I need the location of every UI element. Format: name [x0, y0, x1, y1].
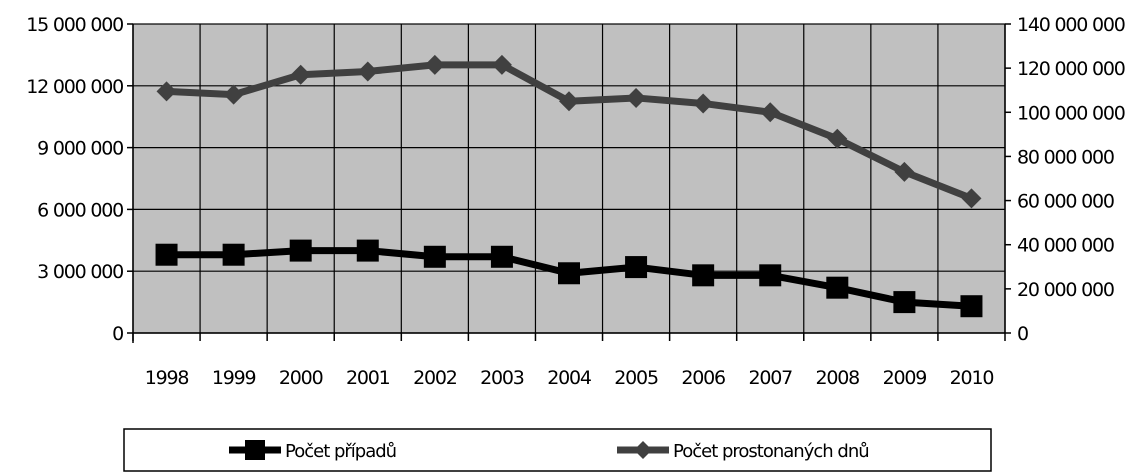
data-point-diamond	[424, 54, 445, 75]
y-axis-right-tick-label: 20 000 000	[1017, 279, 1114, 301]
x-axis-tick-label: 2007	[748, 367, 792, 389]
x-axis-tick-label: 1999	[212, 367, 256, 389]
data-point-diamond	[626, 87, 647, 108]
data-point-diamond	[156, 81, 177, 102]
data-point-diamond	[693, 93, 714, 114]
data-point-diamond	[559, 91, 579, 112]
x-axis-tick-label: 2000	[279, 367, 323, 389]
data-point-square	[759, 264, 782, 287]
x-axis-tick-label: 2003	[480, 367, 524, 389]
y-axis-left-tick-label: 3 000 000	[37, 261, 123, 283]
x-axis-tick-label: 2002	[413, 367, 457, 389]
data-point-diamond	[357, 61, 378, 82]
plot-area	[132, 23, 1006, 334]
data-point-square	[960, 295, 983, 318]
y-axis-right-tick-label: 60 000 000	[1017, 191, 1114, 213]
legend-label: Počet prostonaných dnů	[673, 441, 869, 462]
y-axis-left-tick-label: 9 000 000	[37, 138, 123, 160]
y-axis-left-tick-label: 0	[112, 323, 123, 345]
legend-swatch-square	[245, 440, 265, 460]
data-point-square	[826, 276, 849, 299]
data-point-square	[558, 262, 580, 285]
data-point-square	[692, 264, 715, 287]
data-point-square	[356, 239, 379, 262]
data-point-diamond	[760, 102, 781, 123]
x-axis-tick-label: 2010	[950, 367, 994, 389]
x-axis-tick-label: 2008	[816, 367, 860, 389]
data-point-diamond	[290, 64, 311, 85]
data-point-square	[155, 243, 178, 266]
data-point-square	[423, 245, 446, 268]
x-axis-tick-label: 2006	[681, 367, 725, 389]
y-axis-right-tick-label: 100 000 000	[1017, 102, 1125, 124]
y-axis-left-tick-label: 6 000 000	[37, 199, 123, 221]
y-axis-right-tick-label: 40 000 000	[1017, 235, 1114, 257]
legend-swatch-diamond	[634, 441, 652, 459]
series-1	[155, 239, 983, 318]
y-axis-right-tick-label: 140 000 000	[1017, 14, 1125, 36]
x-axis-tick-label: 2001	[346, 367, 390, 389]
data-point-diamond	[491, 54, 512, 75]
legend-item-1: Počet případů	[229, 440, 397, 462]
data-point-diamond	[961, 188, 982, 209]
series-2	[156, 54, 982, 209]
data-point-diamond	[894, 161, 915, 182]
data-point-square	[893, 291, 916, 314]
legend-label: Počet případů	[285, 441, 396, 462]
plot-background	[133, 24, 1005, 333]
series-layer	[155, 54, 983, 318]
y-axis-left-tick-label: 12 000 000	[26, 76, 123, 98]
y-axis-left-tick-label: 15 000 000	[26, 14, 123, 36]
x-axis-tick-label: 2009	[883, 367, 927, 389]
y-axis-right-tick-label: 120 000 000	[1017, 58, 1125, 80]
data-point-square	[222, 243, 245, 266]
axes: 0 3 000 000 6 000 000 9 000 000 12 000 000 15…	[26, 14, 1126, 389]
data-point-square	[625, 256, 648, 279]
data-point-square	[490, 245, 513, 268]
data-point-diamond	[223, 84, 244, 105]
data-point-diamond	[827, 128, 848, 149]
x-axis-tick-label: 1998	[145, 367, 189, 389]
data-point-square	[289, 239, 312, 262]
x-axis-tick-label: 2005	[614, 367, 658, 389]
y-axis-right-tick-label: 80 000 000	[1017, 146, 1114, 168]
x-axis-tick-label: 2004	[547, 367, 592, 389]
legend: Počet případů Počet prostonaných dnů	[123, 428, 992, 472]
y-axis-right-tick-label: 0	[1017, 323, 1028, 345]
legend-item-2: Počet prostonaných dnů	[617, 441, 870, 462]
